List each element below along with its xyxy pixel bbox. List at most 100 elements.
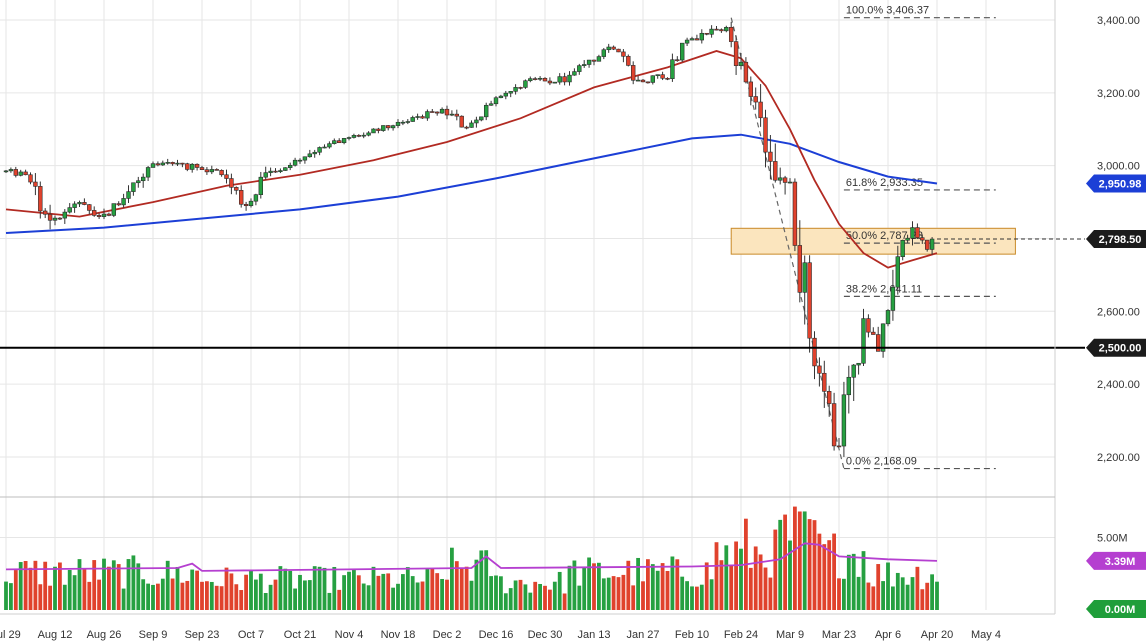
candle-down (239, 190, 244, 205)
volume-bar (23, 560, 28, 610)
volume-bar (832, 533, 836, 610)
volume-bar (891, 586, 895, 610)
volume-bar (518, 579, 523, 610)
volume-bar (773, 529, 778, 610)
candle-up (670, 59, 675, 80)
candle-up (126, 191, 131, 199)
grid (0, 0, 1055, 610)
volume-bar (915, 566, 920, 610)
candle-up (606, 46, 611, 51)
volume-bar (9, 583, 13, 610)
candle-up (312, 151, 317, 155)
candle-up (302, 156, 308, 161)
candle-down (155, 163, 161, 166)
candle-down (826, 391, 832, 404)
candle-up (341, 138, 347, 144)
volume-bar (38, 584, 43, 610)
volume-bar (200, 581, 204, 610)
candle-up (528, 78, 533, 82)
candle-down (836, 445, 842, 448)
candle-up (488, 103, 494, 106)
volume-bar (675, 559, 680, 610)
volume-bar (356, 575, 361, 610)
candle-down (871, 331, 876, 335)
candle-up (890, 286, 896, 311)
time-tick-label: Dec 30 (528, 629, 563, 641)
candle-down (214, 169, 219, 171)
volume-bar (107, 566, 111, 610)
ema-slow-line (5, 133, 938, 234)
volume-bar (631, 585, 636, 610)
volume-bar (4, 581, 8, 610)
volume-bar (650, 564, 655, 610)
candle-up (405, 121, 410, 123)
volume-bar (278, 566, 283, 610)
time-tick-label: Jan 27 (626, 629, 659, 641)
candle-up (508, 91, 513, 94)
candle-up (689, 38, 695, 41)
candle-up (557, 76, 562, 83)
volume-bar (18, 562, 23, 610)
volume-tick-label: 5.00M (1097, 533, 1128, 545)
candle-up (596, 56, 602, 62)
volume-bar (156, 583, 160, 610)
volume-bar (695, 586, 699, 610)
time-tick-label: Sep 9 (139, 629, 168, 641)
candle-down (665, 77, 670, 80)
candle-up (390, 125, 396, 129)
candle-up (141, 176, 146, 182)
candle-down (229, 178, 234, 188)
candle-up (679, 42, 685, 61)
volume-average-badge-bg (1086, 551, 1146, 570)
fibonacci-retracement: 100.0% 3,406.37 61.8% 2,933.35 50.0% 2,787… (730, 5, 1085, 470)
volume-bar (788, 540, 792, 610)
volume-bar (484, 550, 489, 610)
volume-bar (655, 570, 660, 610)
candle-up (523, 80, 528, 88)
candle-up (724, 27, 729, 32)
volume-bar (234, 584, 239, 610)
candle-down (92, 210, 97, 216)
volume-bar (425, 568, 430, 610)
volume-bar (474, 559, 479, 610)
candle-up (209, 169, 214, 173)
volume-bar (450, 547, 454, 610)
candle-up (738, 61, 744, 66)
candle-down (660, 74, 665, 79)
support-badge-bg (1086, 338, 1146, 357)
candle-up (297, 159, 303, 162)
volume-bar (641, 581, 645, 610)
candle-down (434, 111, 440, 114)
volume-bar (753, 546, 758, 610)
candle-down (57, 217, 63, 220)
volume-bar (410, 576, 415, 610)
volume-bar (793, 506, 797, 610)
candle-down (753, 96, 758, 103)
time-tick-label: Nov 18 (381, 629, 416, 641)
time-tick-label: Jul 29 (0, 629, 21, 641)
volume-bar (391, 587, 395, 610)
time-tick-label: Aug 12 (38, 629, 73, 641)
volume-bar (636, 557, 640, 610)
candle-down (180, 162, 185, 165)
candle-down (13, 169, 18, 176)
candle-down (356, 135, 361, 137)
candle-up (880, 323, 886, 352)
time-tick-label: Dec 16 (479, 629, 514, 641)
volume-bar (111, 560, 116, 610)
candle-down (28, 174, 33, 183)
candle-up (278, 170, 283, 173)
fib-level-label: 0.0% 2,168.09 (846, 456, 917, 468)
candle-down (645, 81, 651, 84)
candle-up (283, 167, 288, 171)
volume-bar (797, 511, 802, 610)
candle-down (782, 177, 788, 183)
volume-bar (538, 583, 542, 610)
volume-zero-badge: 0.00M (1086, 600, 1146, 618)
candle-up (503, 92, 508, 97)
candle-up (52, 217, 58, 221)
volume-bar (72, 575, 77, 610)
candle-up (258, 176, 263, 195)
volume-bar (719, 560, 724, 610)
volume-bar (548, 589, 552, 610)
